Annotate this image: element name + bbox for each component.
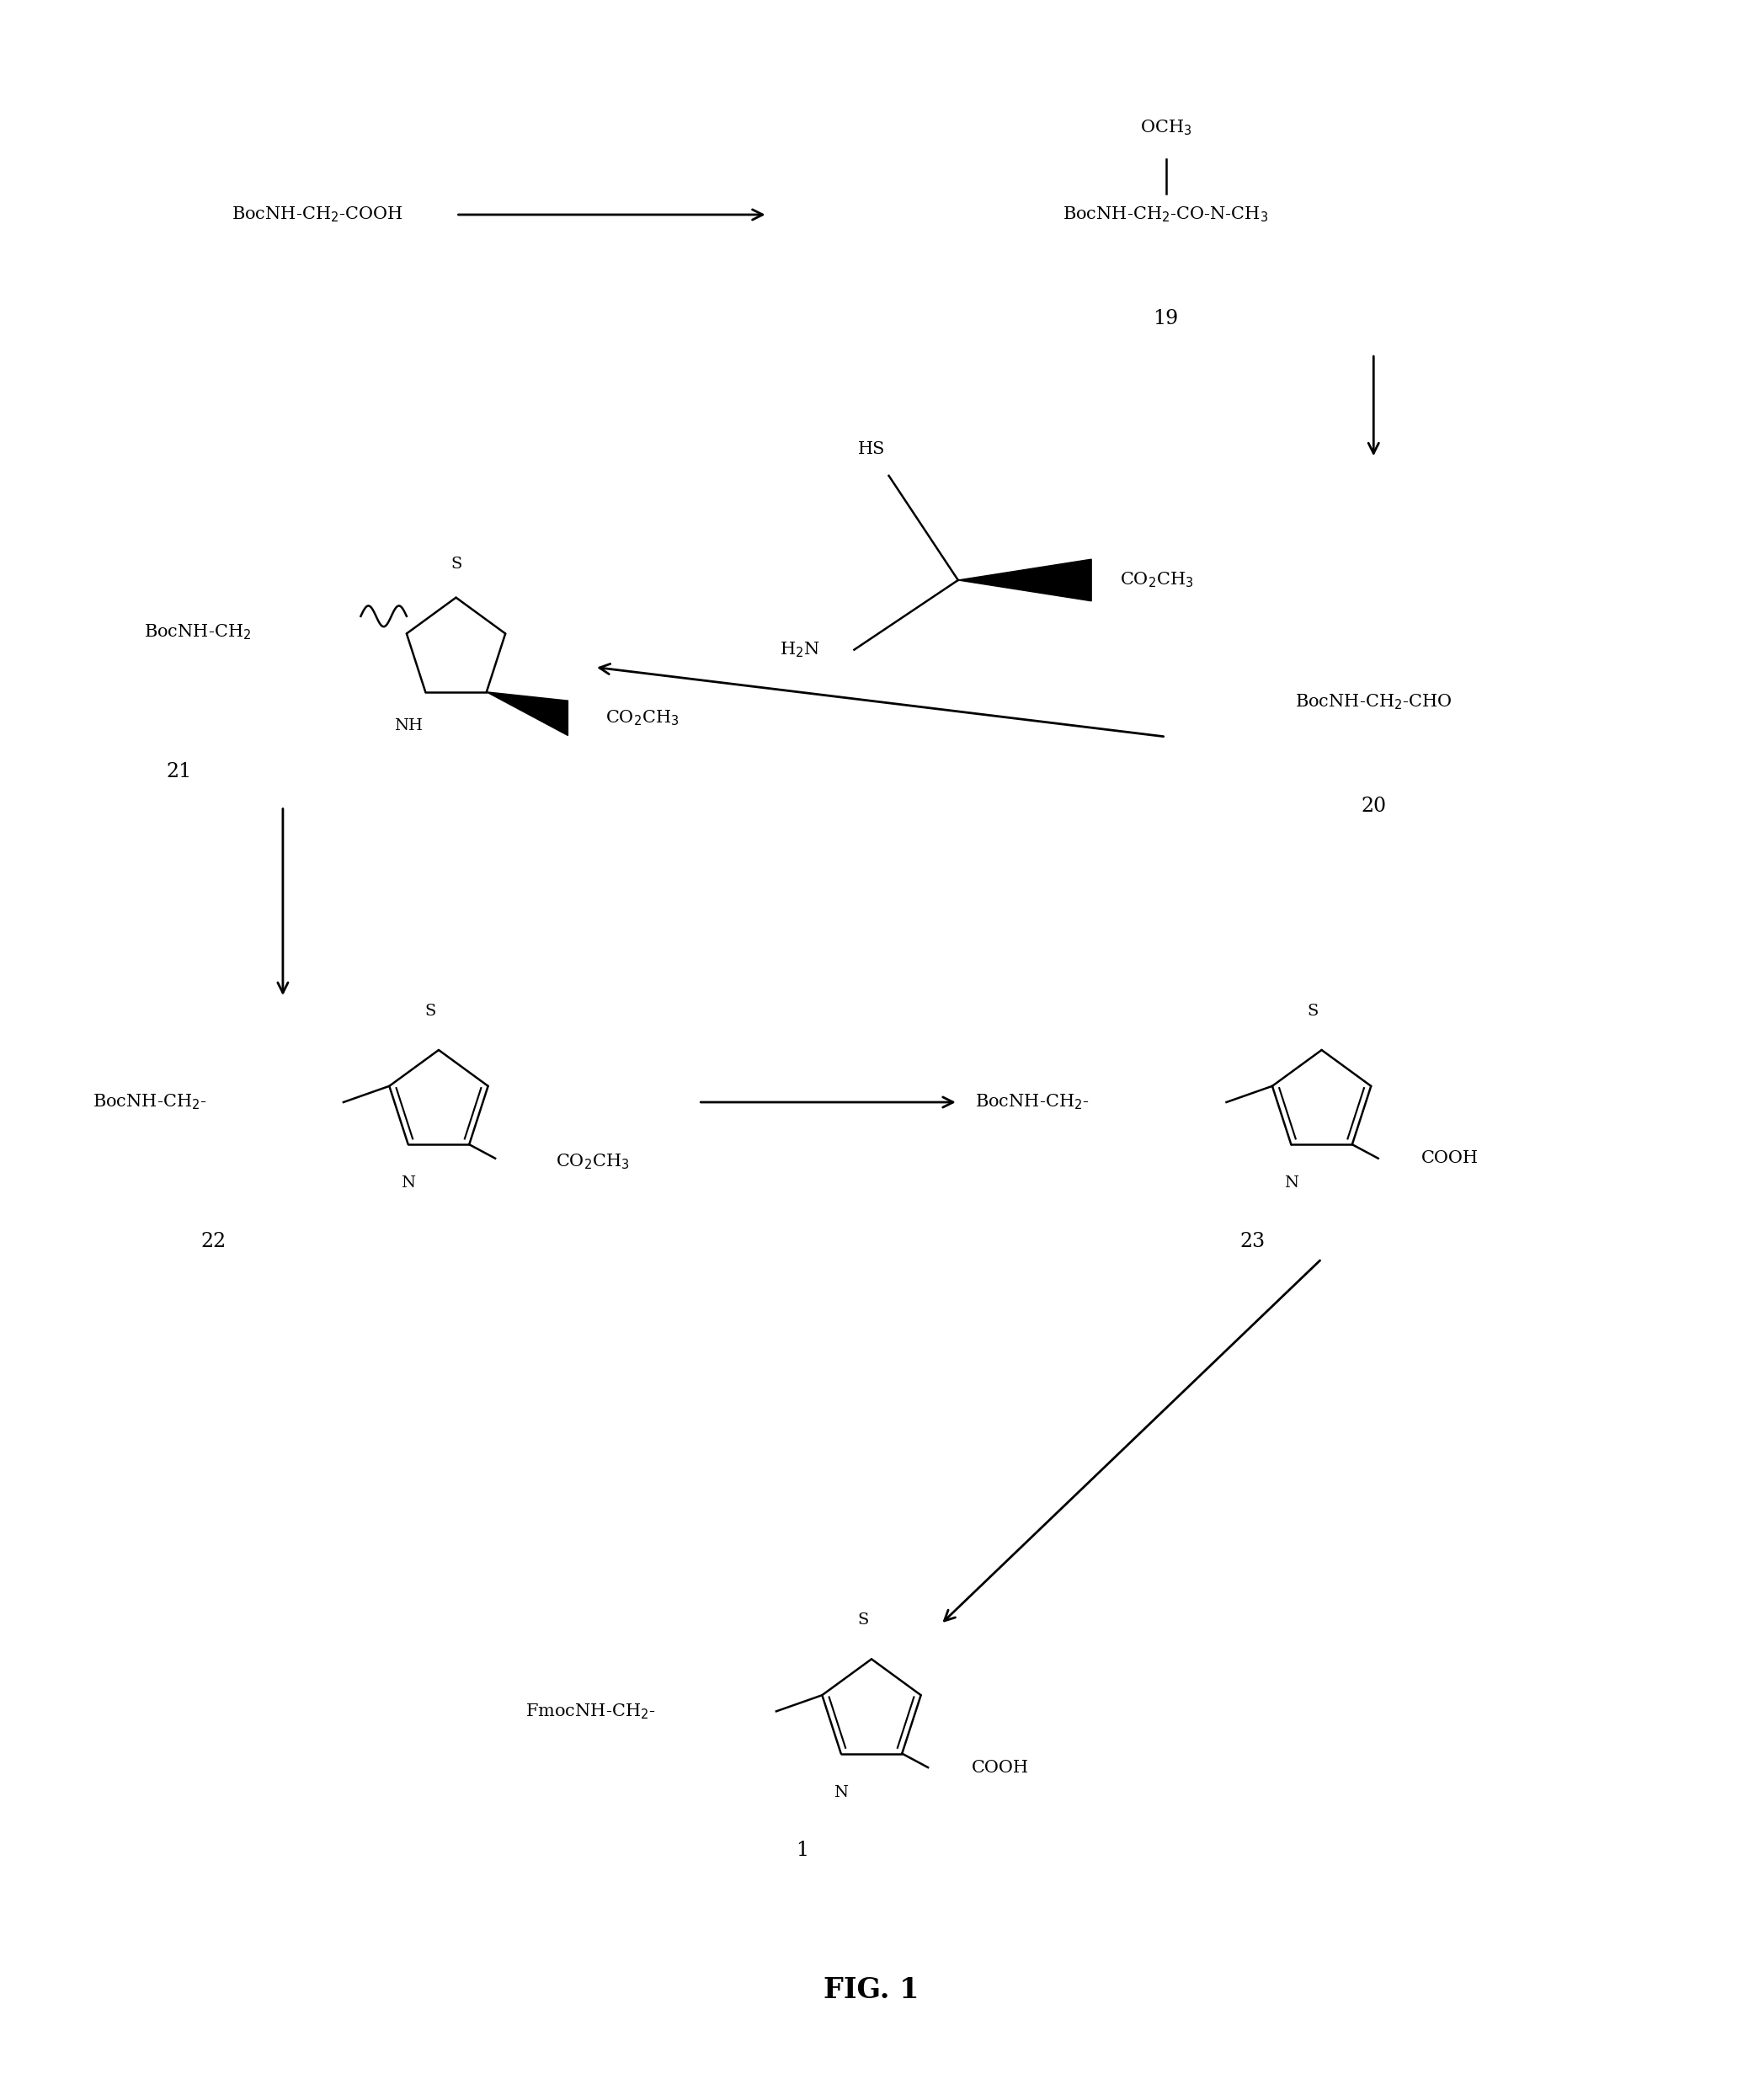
Text: N: N <box>401 1176 415 1191</box>
Text: BocNH-CH$_2$-: BocNH-CH$_2$- <box>976 1092 1089 1111</box>
Text: BocNH-CH$_2$-CHO: BocNH-CH$_2$-CHO <box>1295 693 1452 712</box>
Text: BocNH-CH$_2$-COOH: BocNH-CH$_2$-COOH <box>232 206 403 225</box>
Text: CO$_2$CH$_3$: CO$_2$CH$_3$ <box>556 1153 629 1172</box>
Text: OCH$_3$: OCH$_3$ <box>1140 118 1192 136</box>
Text: 1: 1 <box>797 1842 809 1861</box>
Text: 23: 23 <box>1239 1233 1265 1252</box>
Text: 21: 21 <box>166 762 192 781</box>
Text: N: N <box>1285 1176 1299 1191</box>
Text: COOH: COOH <box>1422 1151 1478 1166</box>
Polygon shape <box>486 693 568 735</box>
Text: BocNH-CH$_2$-: BocNH-CH$_2$- <box>92 1092 206 1111</box>
Text: CO$_2$CH$_3$: CO$_2$CH$_3$ <box>605 708 680 727</box>
Polygon shape <box>959 559 1091 601</box>
Text: HS: HS <box>858 441 885 458</box>
Text: H$_2$N: H$_2$N <box>779 640 819 659</box>
Text: N: N <box>833 1785 849 1800</box>
Text: CO$_2$CH$_3$: CO$_2$CH$_3$ <box>1121 571 1194 590</box>
Text: S: S <box>1307 1004 1318 1019</box>
Text: S: S <box>425 1004 436 1019</box>
Text: BocNH-CH$_2$-CO-N-CH$_3$: BocNH-CH$_2$-CO-N-CH$_3$ <box>1063 206 1269 225</box>
Text: FmocNH-CH$_2$-: FmocNH-CH$_2$- <box>525 1701 655 1720</box>
Text: COOH: COOH <box>971 1760 1028 1774</box>
Text: FIG. 1: FIG. 1 <box>824 1976 919 2003</box>
Text: 22: 22 <box>200 1233 227 1252</box>
Text: S: S <box>450 556 462 571</box>
Text: S: S <box>858 1613 868 1628</box>
Text: 20: 20 <box>1361 796 1386 817</box>
Text: NH: NH <box>394 718 422 733</box>
Text: BocNH-CH$_2$: BocNH-CH$_2$ <box>145 624 251 643</box>
Text: 19: 19 <box>1154 309 1178 330</box>
